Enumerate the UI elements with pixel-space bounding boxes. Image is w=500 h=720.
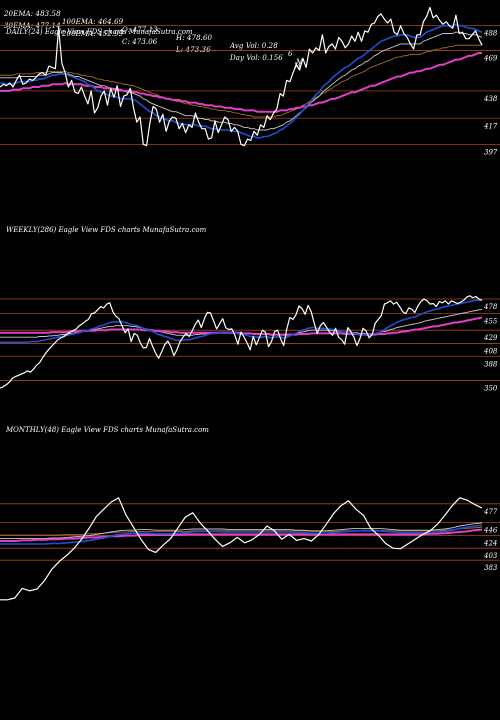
stats-line-1: 20EMA: 483.58 100EMA: 464.69 O: 477.13 H… bbox=[4, 2, 303, 66]
daily-ema-fast-line bbox=[0, 23, 483, 139]
daily-y-tick-label: 417 bbox=[483, 122, 498, 130]
daily-panel-title: DAILY(24) Eagle View FDS charts MunafaSu… bbox=[6, 28, 193, 36]
stat-200ema: 200EMA: 452.99 bbox=[62, 30, 124, 38]
weekly-y-tick-label: 478 bbox=[483, 303, 498, 311]
weekly-y-tick-label: 350 bbox=[484, 385, 498, 393]
monthly-y-tick-label: 383 bbox=[484, 564, 498, 572]
monthly-y-tick-label: 424 bbox=[483, 540, 497, 548]
monthly-y-tick-label: 446 bbox=[483, 526, 498, 534]
daily-ema-brown-line bbox=[0, 44, 482, 118]
daily-y-tick-label: 438 bbox=[483, 95, 498, 103]
stat-100ema: 100EMA: 464.69 bbox=[62, 18, 124, 26]
weekly-y-tick-label: 455 bbox=[483, 318, 498, 326]
daily-y-tick-label: 397 bbox=[484, 148, 498, 156]
stat-close: C: 473.06 bbox=[122, 38, 158, 46]
monthly-price-line bbox=[0, 497, 483, 601]
stat-avg-vol: Avg Vol: 0.28 bbox=[230, 42, 278, 50]
stat-low: L: 473.36 bbox=[176, 46, 211, 54]
weekly-y-tick-label: 429 bbox=[483, 334, 498, 342]
weekly-ema-fast-line bbox=[0, 298, 483, 344]
monthly-ema-mid-line bbox=[0, 522, 483, 540]
weekly-panel-title: WEEKLY(286) Eagle View FDS charts Munafa… bbox=[6, 226, 207, 234]
monthly-y-tick-label: 477 bbox=[483, 508, 498, 516]
daily-ema-slow-line bbox=[0, 52, 482, 113]
daily-ema-mid-line bbox=[0, 31, 483, 131]
weekly-chart: 478 455 429 408 388 350 bbox=[0, 295, 500, 393]
weekly-price-line bbox=[0, 295, 483, 389]
monthly-ema-fast-line bbox=[0, 524, 483, 545]
stat-avg-vol-unit: M bbox=[296, 58, 304, 66]
stat-high: H: 478.60 bbox=[176, 34, 213, 42]
monthly-ema-brown-line bbox=[0, 526, 483, 536]
daily-price-line bbox=[0, 6, 483, 147]
daily-y-tick-label: 469 bbox=[483, 54, 498, 62]
weekly-y-tick-label: 388 bbox=[484, 360, 498, 368]
monthly-panel-title: MONTHLY(48) Eagle View FDS charts Munafa… bbox=[6, 426, 209, 434]
stat-20ema: 20EMA: 483.58 bbox=[4, 10, 61, 18]
stat-avg-vol-6: 6 bbox=[288, 50, 293, 58]
stat-open: O: 477.13 bbox=[122, 26, 158, 34]
monthly-ema-slow-line bbox=[0, 528, 483, 542]
weekly-y-tick-label: 408 bbox=[483, 348, 498, 356]
monthly-chart: 477 446 424 403 383 bbox=[0, 497, 500, 601]
daily-y-tick-label: 488 bbox=[483, 30, 498, 38]
monthly-y-tick-label: 403 bbox=[483, 552, 498, 560]
stat-day-vol: Day Vol: 0.156 bbox=[230, 54, 283, 62]
daily-chart: 488 469 438 417 397 bbox=[0, 6, 500, 156]
